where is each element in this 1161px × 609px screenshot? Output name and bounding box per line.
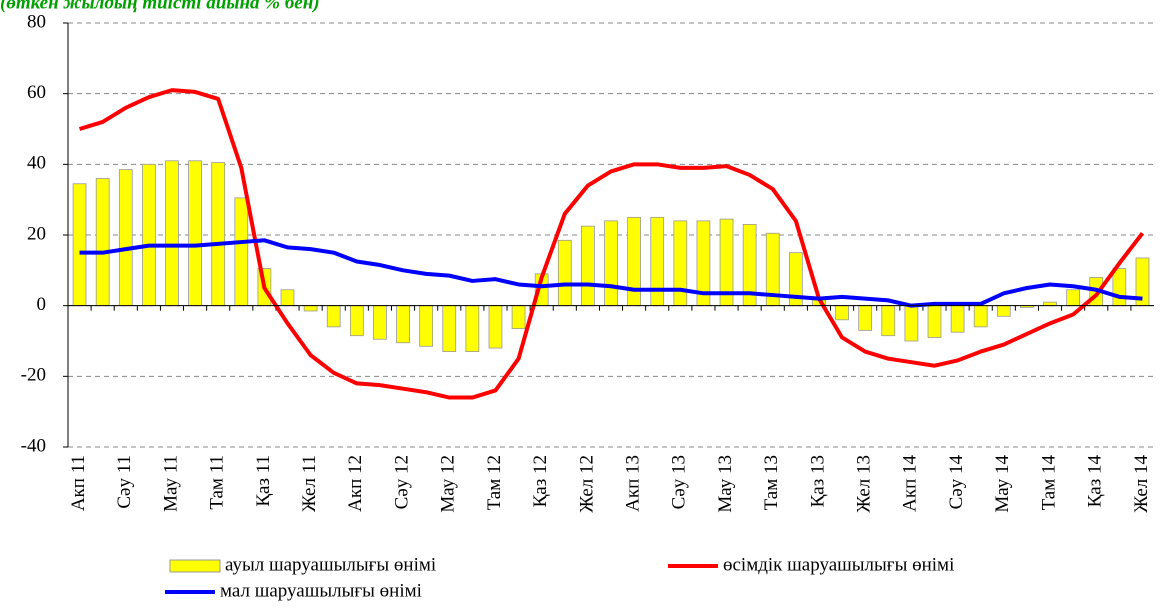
x-tick-label: Жел 12 <box>576 455 597 513</box>
bar <box>142 163 156 307</box>
y-tick-label: 20 <box>27 223 46 244</box>
bar <box>303 305 318 312</box>
x-tick-label: Акп 11 <box>68 455 89 511</box>
x-tick-label: Там 12 <box>484 455 505 510</box>
y-tick-label: 60 <box>27 82 46 103</box>
bar <box>996 305 1011 317</box>
legend-label: ауыл шаруашылығы өнімі <box>225 554 436 575</box>
y-tick-label: 40 <box>27 153 46 174</box>
x-tick-label: Жел 13 <box>854 455 875 513</box>
bar <box>650 216 665 307</box>
x-tick-label: Мау 13 <box>715 455 736 513</box>
bar <box>604 220 618 307</box>
bar <box>1066 289 1080 307</box>
bar <box>442 305 457 352</box>
line <box>78 88 1145 400</box>
x-tick-label: Там 11 <box>207 455 228 510</box>
bar <box>95 178 110 307</box>
y-tick-label: 80 <box>27 11 46 32</box>
y-tick-label: -40 <box>21 435 46 456</box>
x-tick-label: Там 13 <box>761 455 782 510</box>
bar <box>488 305 503 349</box>
bar <box>280 289 295 307</box>
bar <box>234 197 249 307</box>
y-tick-label: 0 <box>37 294 47 315</box>
bar <box>973 305 988 328</box>
bar <box>904 305 919 342</box>
x-tick-label: Қаз 14 <box>1085 455 1106 508</box>
legend-swatch <box>169 559 221 573</box>
y-tick-label: -20 <box>21 365 46 386</box>
bar <box>419 305 434 347</box>
x-tick-label: Жел 14 <box>1131 455 1152 513</box>
x-tick-label: Мау 11 <box>160 455 181 512</box>
bar <box>1043 301 1057 307</box>
x-tick-label: Мау 12 <box>438 455 459 513</box>
bar <box>581 225 595 307</box>
line <box>79 238 1143 308</box>
bar <box>72 183 87 307</box>
bar <box>927 305 942 338</box>
x-tick-label: Сәу 11 <box>114 455 135 509</box>
x-tick-label: Жел 11 <box>299 455 320 512</box>
x-tick-label: Сәу 13 <box>669 455 690 509</box>
bar <box>1112 268 1127 307</box>
x-tick-label: Қаз 11 <box>253 455 274 507</box>
x-tick-label: Қаз 13 <box>807 455 828 507</box>
bar <box>950 305 965 333</box>
bar <box>557 239 572 307</box>
x-tick-label: Қаз 12 <box>530 455 551 507</box>
x-tick-label: Мау 14 <box>992 455 1013 513</box>
bar <box>165 160 179 307</box>
bar <box>858 305 873 331</box>
x-tick-label: Акп 14 <box>900 455 921 512</box>
bar <box>673 220 688 307</box>
chart-title: (өткен жылдың тиісті айына % бен) <box>0 0 320 13</box>
bar <box>396 305 410 344</box>
bar <box>465 305 480 352</box>
legend-label: мал шаруашылығы өнімі <box>220 580 422 601</box>
bar <box>881 305 896 337</box>
x-tick-label: Сәу 12 <box>391 455 412 509</box>
bar <box>188 160 202 307</box>
bar <box>511 305 526 330</box>
bar <box>835 305 849 321</box>
bar <box>326 305 341 328</box>
x-tick-label: Сәу 14 <box>946 455 967 510</box>
legend-label: өсімдік шаруашылығы өнімі <box>723 554 954 575</box>
bar <box>627 216 641 307</box>
bar <box>349 305 364 337</box>
x-tick-label: Там 14 <box>1038 455 1059 511</box>
x-tick-label: Акп 13 <box>622 455 643 512</box>
x-tick-label: Акп 12 <box>345 455 366 512</box>
bar <box>118 169 133 307</box>
bar <box>373 305 387 340</box>
bar <box>211 162 226 307</box>
